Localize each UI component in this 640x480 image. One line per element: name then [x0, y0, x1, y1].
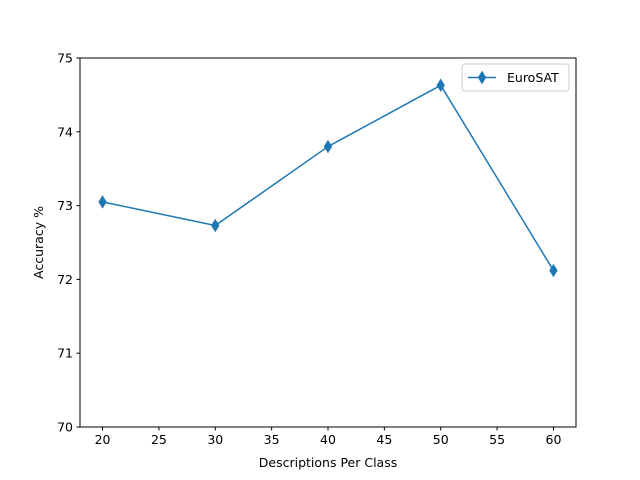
data-point [549, 263, 558, 278]
legend-label: EuroSAT [507, 70, 559, 85]
x-axis-ticks: 20 25 30 35 40 45 50 55 60 [95, 427, 562, 447]
x-tick-label: 35 [264, 432, 280, 447]
series-line [101, 84, 555, 272]
x-tick-label: 30 [207, 432, 223, 447]
y-tick-label: 70 [57, 420, 73, 435]
y-tick-label: 75 [57, 51, 73, 66]
x-tick-label: 20 [95, 432, 111, 447]
y-axis-label: Accuracy % [31, 206, 46, 279]
data-point [98, 195, 107, 209]
x-tick-label: 40 [320, 432, 336, 447]
axes-frame [79, 57, 577, 428]
legend-marker-diamond-icon [477, 70, 487, 85]
data-point [323, 139, 333, 154]
legend-box [461, 63, 570, 92]
y-tick-label: 73 [57, 198, 73, 213]
plot-area [98, 78, 558, 278]
y-axis-ticks: 70 71 72 73 74 75 [57, 51, 80, 435]
x-tick-label: 25 [151, 432, 167, 447]
x-tick-label: 55 [489, 432, 505, 447]
x-axis-label: Descriptions Per Class [259, 455, 397, 470]
x-tick-label: 60 [546, 432, 562, 447]
y-tick-label: 72 [57, 272, 73, 287]
legend: EuroSAT [461, 63, 570, 92]
x-tick-label: 50 [433, 432, 449, 447]
data-point [436, 78, 445, 93]
y-tick-label: 71 [57, 346, 73, 361]
x-tick-label: 45 [376, 432, 392, 447]
y-tick-label: 74 [57, 124, 73, 139]
data-point [211, 218, 220, 233]
